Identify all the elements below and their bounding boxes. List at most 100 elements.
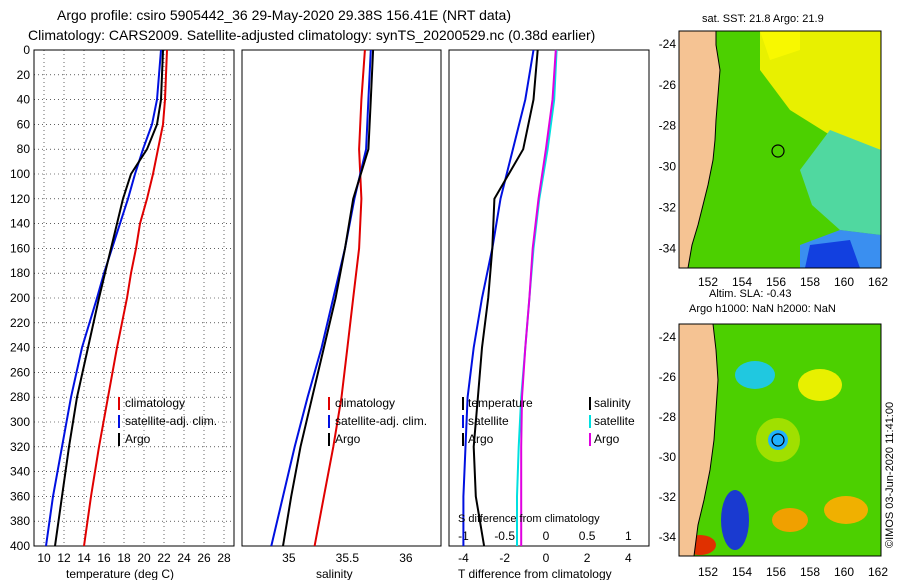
legend-salinity-label: salinity <box>594 396 631 410</box>
map-lon-label: 156 <box>766 565 786 579</box>
temperature-tick-label: 16 <box>97 551 111 565</box>
legend-s-argo-label: Argo <box>594 432 620 446</box>
legend-climatology-label: climatology <box>125 396 185 410</box>
depth-tick-label: 400 <box>10 539 30 553</box>
depth-tick-label: 120 <box>10 192 30 206</box>
depth-tick-label: 60 <box>17 117 31 131</box>
map-lon-label: 152 <box>698 275 718 289</box>
legend-satellite-label: satellite-adj. clim. <box>125 414 217 428</box>
depth-tick-label: 220 <box>10 316 30 330</box>
temperature-tick-label: 20 <box>137 551 151 565</box>
argo-position-marker <box>771 144 785 158</box>
sst-map-lon-labels: 152 154 156 158 160 162 <box>698 275 888 289</box>
legend-climatology-label: climatology <box>335 396 395 410</box>
temperature-series-argo <box>54 49 164 547</box>
depth-tick-label: 260 <box>10 365 30 379</box>
depth-tick-label: 20 <box>17 68 31 82</box>
t-difference-tick-label: 4 <box>625 551 632 565</box>
sst-map-border <box>678 30 882 269</box>
map-lat-label: -30 <box>659 160 677 174</box>
map-lat-label: -30 <box>659 450 677 464</box>
map-lon-label: 158 <box>800 565 820 579</box>
depth-tick-label: 100 <box>10 167 30 181</box>
s-difference-xlabel: S difference from climatology <box>458 513 600 525</box>
sst-warm-region <box>760 31 881 150</box>
temperature-tick-label: 12 <box>57 551 71 565</box>
sla-map-border <box>678 323 882 557</box>
salinity-tick-labels: 35 35.5 36 <box>282 551 413 565</box>
temperature-grid <box>34 49 234 547</box>
salinity-series-climatology <box>313 49 366 547</box>
sst-warm-region <box>760 31 800 60</box>
map-lat-label: -24 <box>659 37 677 51</box>
map-lon-label: 162 <box>868 275 888 289</box>
map-lon-label: 158 <box>800 275 820 289</box>
map-lon-label: 154 <box>732 275 752 289</box>
salinity-legend: climatology satellite-adj. clim. Argo <box>328 396 427 446</box>
difference-series-temperature-argo <box>472 49 539 547</box>
temperature-panel: 0 20 40 60 80 100 120 140 160 180 200 220 240 260 280 3… <box>10 43 235 580</box>
temperature-tick-label: 28 <box>217 551 231 565</box>
map-lat-label: -32 <box>659 490 677 504</box>
salinity-tick-label: 35 <box>282 551 296 565</box>
map-lat-label: -24 <box>659 330 677 344</box>
map-lon-label: 160 <box>834 275 854 289</box>
depth-tick-label: 180 <box>10 266 30 280</box>
salinity-tick-label: 36 <box>399 551 413 565</box>
sst-map-lat-labels: -24 -26 -28 -30 -32 -34 <box>659 37 677 255</box>
temperature-series <box>45 49 168 547</box>
difference-series-temperature-satellite <box>462 49 535 546</box>
sst-cold-region <box>805 240 860 268</box>
difference-legend: temperature satellite Argo salinity sate… <box>462 396 635 446</box>
sla-map-lat-labels: -24 -26 -28 -30 -32 -34 <box>659 330 677 544</box>
sla-map-title-1: Altim. SLA: -0.43 <box>709 288 792 300</box>
legend-s-satellite-label: satellite <box>594 414 635 428</box>
t-difference-tick-label: -2 <box>499 551 510 565</box>
argo-position-marker <box>771 433 785 447</box>
sla-high-anomaly <box>772 508 808 532</box>
s-difference-tick-label: 0 <box>543 529 550 543</box>
legend-t-argo-label: Argo <box>468 432 494 446</box>
map-lat-label: -32 <box>659 200 677 214</box>
temperature-tick-label: 10 <box>37 551 51 565</box>
title-line-1: Argo profile: csiro 5905442_36 29-May-20… <box>57 7 511 23</box>
sla-low-anomaly <box>721 490 749 550</box>
map-lat-label: -28 <box>659 119 677 133</box>
salinity-series <box>270 49 375 547</box>
legend-argo-label: Argo <box>335 432 361 446</box>
temperature-series-satellite-adj-clim- <box>45 49 162 547</box>
depth-tick-label: 360 <box>10 489 30 503</box>
sla-eddy-core <box>768 430 788 450</box>
temperature-tick-label: 18 <box>117 551 131 565</box>
map-lat-label: -26 <box>659 370 677 384</box>
legend-temperature-label: temperature <box>468 396 533 410</box>
depth-tick-labels: 0 20 40 60 80 100 120 140 160 180 200 220 240 260 280 3… <box>10 43 30 553</box>
legend-satellite-label: satellite-adj. clim. <box>335 414 427 428</box>
sst-map: sat. SST: 21.8 Argo: 21.9 -24 -26 -28 -30 -3… <box>659 13 889 289</box>
map-lon-label: 154 <box>732 565 752 579</box>
t-difference-tick-label: 2 <box>584 551 591 565</box>
temperature-series-climatology <box>83 49 168 547</box>
temperature-legend: climatology satellite-adj. clim. Argo <box>118 396 217 446</box>
salinity-xlabel: salinity <box>316 567 353 580</box>
map-lon-label: 156 <box>766 275 786 289</box>
sla-high-anomaly <box>798 369 842 401</box>
depth-tick-label: 300 <box>10 415 30 429</box>
difference-series-salinity-argo <box>520 49 557 546</box>
map-lon-label: 160 <box>834 565 854 579</box>
title-line-2: Climatology: CARS2009. Satellite-adjuste… <box>28 27 595 43</box>
sla-map-title-2: Argo h1000: NaN h2000: NaN <box>689 303 836 315</box>
temperature-tick-label: 14 <box>77 551 91 565</box>
salinity-series-argo <box>282 49 375 547</box>
temperature-tick-label: 22 <box>157 551 171 565</box>
s-difference-tick-label: 0.5 <box>579 529 596 543</box>
t-difference-tick-label: -4 <box>458 551 469 565</box>
temperature-tick-label: 26 <box>197 551 211 565</box>
salinity-frame <box>241 49 442 547</box>
t-difference-xlabel: T difference from climatology <box>458 567 612 580</box>
legend-argo-label: Argo <box>125 432 151 446</box>
salinity-panel: 35 35.5 36 salinity climatology satellite-… <box>241 49 442 580</box>
temperature-tick-labels: 10 12 14 16 18 20 22 24 26 28 <box>37 551 231 565</box>
depth-tick-label: 40 <box>17 93 31 107</box>
sla-map: Altim. SLA: -0.43 Argo h1000: NaN h2000:… <box>659 288 889 579</box>
